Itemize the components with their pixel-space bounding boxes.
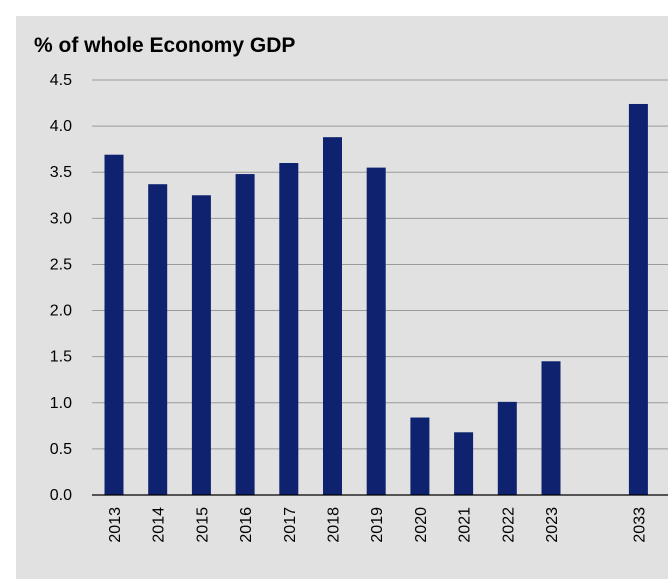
x-tick-label: 2022	[500, 507, 517, 543]
x-tick-label: 2019	[369, 507, 386, 543]
bar-chart: % of whole Economy GDP 0.0 0.5 1.0 1.5 2.0 2.…	[34, 34, 668, 543]
x-tick-label: 2013	[107, 507, 124, 543]
bar-2019	[366, 167, 386, 495]
y-tick-label: 2.0	[50, 303, 72, 320]
bar-2022	[497, 401, 517, 495]
bar-2017	[279, 163, 299, 495]
x-tick-label: 2033	[631, 507, 648, 543]
y-tick-label: 1.0	[50, 395, 72, 412]
y-tick-label: 2.5	[50, 256, 72, 273]
x-tick-label: 2018	[326, 507, 343, 543]
bar-2033	[628, 103, 648, 495]
x-tick-label: 2017	[282, 507, 299, 543]
bar-2014	[148, 184, 168, 495]
bar-2023	[541, 361, 561, 495]
x-tick-label: 2015	[194, 507, 211, 543]
bar-2018	[323, 137, 342, 495]
bar-2016	[235, 174, 255, 496]
bars	[104, 103, 648, 496]
y-tick-label: 4.5	[50, 72, 72, 89]
bar-2013	[104, 154, 124, 495]
x-axis-ticks: 2013 2014 2015 2016 2017 2018 2019 2020 2021 2022…	[107, 507, 648, 543]
x-tick-label: 2023	[544, 507, 561, 543]
bar-2020	[410, 417, 430, 495]
y-tick-label: 4.0	[50, 118, 72, 135]
bar-2021	[454, 432, 474, 495]
chart-panel: % of whole Economy GDP 0.0 0.5 1.0 1.5 2.0 2.…	[16, 16, 668, 579]
chart-title: % of whole Economy GDP	[34, 34, 295, 57]
x-tick-label: 2020	[413, 507, 430, 543]
y-axis-ticks: 0.0 0.5 1.0 1.5 2.0 2.5 3.0 3.5 4.0 4.5	[50, 72, 72, 504]
x-tick-label: 2014	[151, 507, 168, 543]
x-tick-label: 2021	[457, 507, 474, 543]
x-tick-label: 2016	[238, 507, 255, 543]
y-tick-label: 1.5	[50, 349, 72, 366]
y-tick-label: 3.0	[50, 210, 72, 227]
y-tick-label: 0.5	[50, 441, 72, 458]
y-tick-label: 3.5	[50, 164, 72, 181]
bar-2015	[191, 195, 211, 495]
y-tick-label: 0.0	[50, 487, 72, 504]
